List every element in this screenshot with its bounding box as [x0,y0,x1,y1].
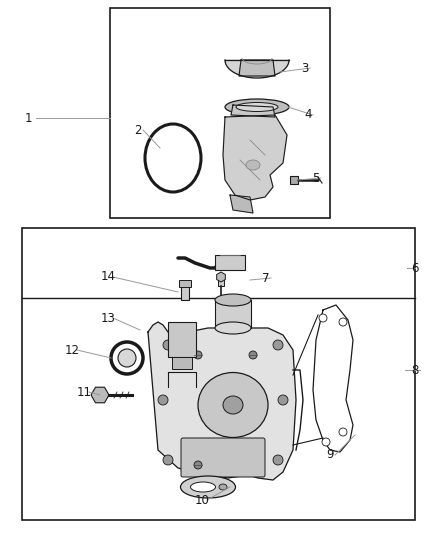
Bar [168,322,196,357]
Bar [22,228,415,520]
Text: 11: 11 [77,385,92,399]
Text: 8: 8 [411,364,419,376]
Text: 10: 10 [194,494,209,506]
Ellipse shape [339,318,347,326]
Ellipse shape [194,461,202,469]
Ellipse shape [246,160,260,170]
Ellipse shape [215,294,251,306]
Ellipse shape [191,482,215,492]
Ellipse shape [249,351,257,359]
Polygon shape [230,195,253,213]
Bar [218,279,224,286]
Ellipse shape [236,102,278,111]
Polygon shape [231,105,275,117]
Ellipse shape [194,351,202,359]
Text: 7: 7 [262,271,270,285]
Ellipse shape [339,428,347,436]
Text: 14: 14 [100,271,116,284]
Bar [181,286,189,300]
Text: 1: 1 [24,111,32,125]
Text: 5: 5 [312,172,320,184]
Bar [215,300,251,328]
Polygon shape [239,60,275,76]
Text: 2: 2 [134,124,142,136]
Bar [110,8,330,218]
Bar [172,357,192,369]
Ellipse shape [163,455,173,465]
Ellipse shape [163,340,173,350]
Ellipse shape [118,349,136,367]
Ellipse shape [158,395,168,405]
Ellipse shape [322,438,330,446]
Ellipse shape [225,99,289,115]
Polygon shape [223,115,287,200]
Polygon shape [225,60,289,78]
Bar [215,255,245,270]
Ellipse shape [223,396,243,414]
Ellipse shape [198,373,268,438]
Text: 13: 13 [101,311,116,325]
Ellipse shape [273,455,283,465]
FancyBboxPatch shape [181,438,265,477]
Text: 12: 12 [64,343,80,357]
Ellipse shape [273,340,283,350]
Text: 6: 6 [411,262,419,274]
Bar [179,280,191,287]
Text: 3: 3 [301,61,309,75]
Ellipse shape [180,476,236,498]
Ellipse shape [278,395,288,405]
Text: 9: 9 [326,448,334,462]
Bar [290,176,298,184]
Text: 4: 4 [304,109,312,122]
Ellipse shape [319,314,327,322]
Ellipse shape [215,322,251,334]
Polygon shape [148,322,296,480]
Ellipse shape [219,484,227,490]
